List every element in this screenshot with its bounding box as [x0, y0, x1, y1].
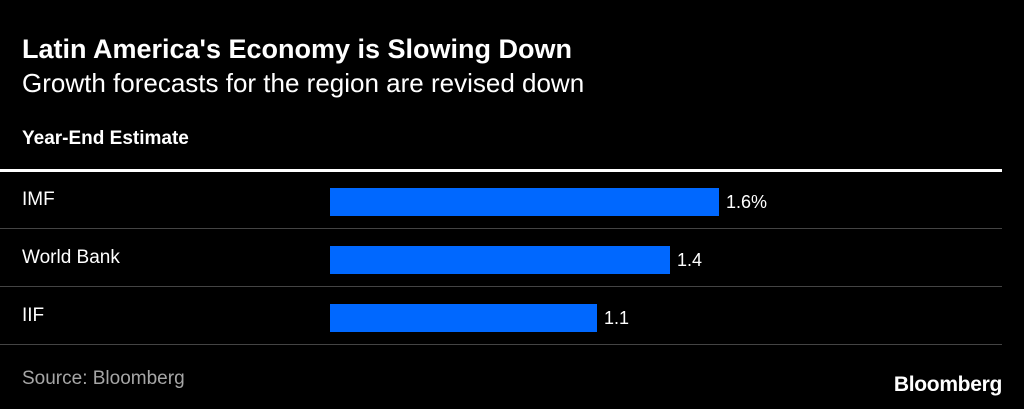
category-label: IMF: [22, 189, 55, 210]
row-divider: [0, 228, 1002, 229]
column-header: Year-End Estimate: [22, 128, 189, 149]
bar: [330, 304, 597, 332]
category-label: World Bank: [22, 247, 120, 268]
header-rule: [0, 169, 1002, 172]
data-label: 1.6%: [726, 192, 768, 212]
source-note: Source: Bloomberg: [22, 368, 185, 389]
bloomberg-logo: Bloomberg: [893, 373, 1002, 396]
row-divider: [0, 344, 1002, 345]
chart-subtitle: Growth forecasts for the region are revi…: [22, 68, 585, 98]
chart-title: Latin America's Economy is Slowing Down: [22, 34, 573, 64]
row-divider: [0, 286, 1002, 287]
bar: [330, 246, 670, 274]
bar: [330, 188, 719, 216]
category-label: IIF: [22, 305, 45, 326]
data-label: 1.1: [604, 308, 630, 328]
data-label: 1.4: [677, 250, 703, 270]
